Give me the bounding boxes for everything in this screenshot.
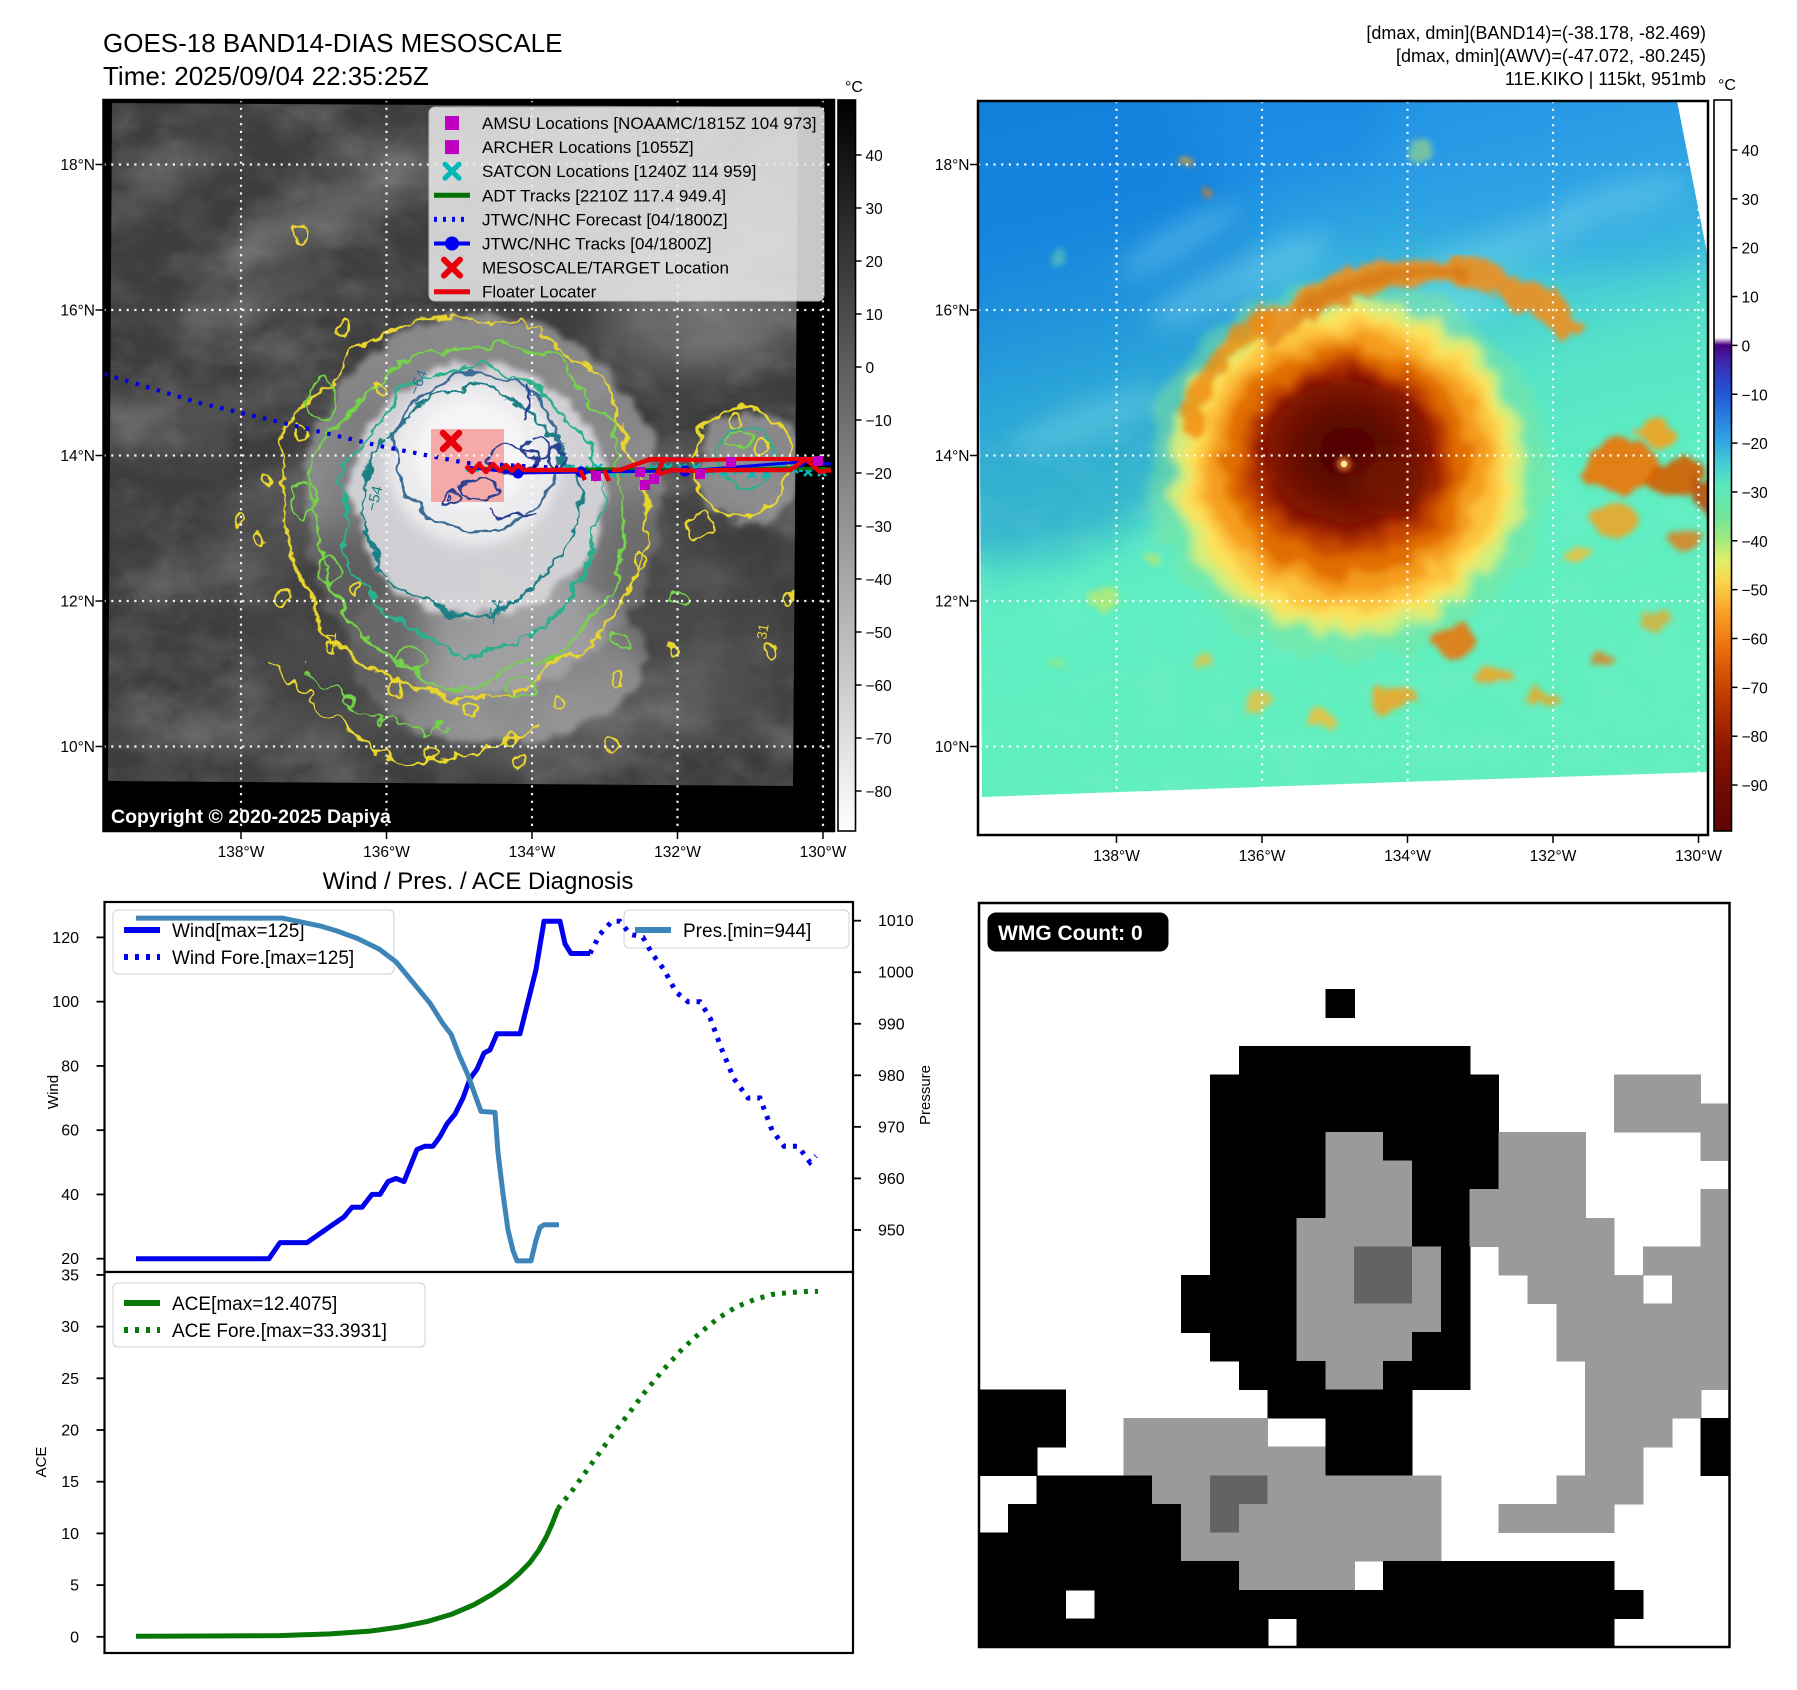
svg-text:ACE[max=12.4075]: ACE[max=12.4075] [172, 1294, 337, 1315]
svg-text:−40: −40 [1742, 534, 1769, 551]
svg-text:−70: −70 [866, 731, 893, 748]
svg-text:Wind / Pres. / ACE Diagnosis: Wind / Pres. / ACE Diagnosis [323, 868, 634, 895]
svg-text:14°N: 14°N [60, 448, 95, 465]
svg-text:14°N: 14°N [935, 448, 970, 465]
svg-text:950: 950 [878, 1222, 905, 1239]
svg-text:5: 5 [70, 1578, 79, 1595]
svg-text:MESOSCALE/TARGET Location: MESOSCALE/TARGET Location [482, 259, 729, 278]
svg-text:[dmax, dmin](BAND14)=(-38.178,: [dmax, dmin](BAND14)=(-38.178, -82.469) [1366, 23, 1706, 43]
svg-text:0: 0 [1742, 338, 1751, 355]
svg-text:AMSU Locations [NOAAMC/1815Z 1: AMSU Locations [NOAAMC/1815Z 104 973] [482, 114, 817, 133]
svg-text:WMG Count: 0: WMG Count: 0 [998, 922, 1143, 945]
svg-text:130°W: 130°W [800, 844, 847, 861]
svg-text:20: 20 [61, 1251, 79, 1268]
svg-text:10: 10 [61, 1526, 79, 1543]
svg-text:60: 60 [61, 1123, 79, 1140]
svg-text:ACE: ACE [33, 1447, 50, 1478]
svg-text:JTWC/NHC Tracks [04/1800Z]: JTWC/NHC Tracks [04/1800Z] [482, 235, 712, 254]
svg-text:−70: −70 [1742, 680, 1769, 697]
svg-text:1000: 1000 [878, 965, 914, 982]
svg-text:138°W: 138°W [1093, 848, 1140, 865]
svg-text:20: 20 [866, 254, 884, 271]
svg-text:−50: −50 [1742, 583, 1769, 600]
svg-text:960: 960 [878, 1171, 905, 1188]
svg-text:16°N: 16°N [60, 303, 95, 320]
svg-text:31: 31 [322, 631, 339, 648]
svg-text:12°N: 12°N [935, 594, 970, 611]
svg-text:980: 980 [878, 1068, 905, 1085]
svg-text:40: 40 [61, 1187, 79, 1204]
svg-text:10°N: 10°N [935, 739, 970, 756]
svg-text:134°W: 134°W [509, 844, 556, 861]
svg-text:Floater Locater: Floater Locater [482, 283, 597, 302]
svg-text:31: 31 [753, 622, 771, 640]
svg-text:Copyright © 2020-2025 Dapiya: Copyright © 2020-2025 Dapiya [111, 806, 391, 828]
svg-text:30: 30 [866, 201, 884, 218]
svg-text:−54: −54 [485, 598, 506, 626]
svg-text:−20: −20 [866, 466, 893, 483]
svg-text:ARCHER Locations [1055Z]: ARCHER Locations [1055Z] [482, 138, 694, 157]
svg-text:JTWC/NHC Forecast [04/1800Z]: JTWC/NHC Forecast [04/1800Z] [482, 210, 728, 229]
svg-text:10: 10 [1742, 290, 1760, 307]
svg-text:−90: −90 [1742, 778, 1769, 795]
svg-text:100: 100 [52, 994, 79, 1011]
svg-text:−80: −80 [866, 784, 893, 801]
svg-text:16°N: 16°N [935, 303, 970, 320]
svg-text:80: 80 [61, 1058, 79, 1075]
svg-text:°C: °C [845, 79, 863, 96]
svg-text:−54: −54 [363, 484, 386, 513]
svg-text:120: 120 [52, 930, 79, 947]
svg-text:136°W: 136°W [1239, 848, 1286, 865]
svg-text:−30: −30 [866, 519, 893, 536]
svg-text:GOES-18 BAND14-DIAS MESOSCALE: GOES-18 BAND14-DIAS MESOSCALE [103, 28, 562, 58]
svg-text:11E.KIKO | 115kt, 951mb: 11E.KIKO | 115kt, 951mb [1505, 69, 1706, 89]
svg-text:Wind Fore.[max=125]: Wind Fore.[max=125] [172, 948, 354, 969]
svg-text:18°N: 18°N [60, 157, 95, 174]
svg-text:Pres.[min=944]: Pres.[min=944] [683, 921, 811, 942]
svg-text:ADT Tracks [2210Z 117.4 949.4]: ADT Tracks [2210Z 117.4 949.4] [482, 186, 726, 205]
svg-text:Pressure: Pressure [917, 1065, 934, 1125]
svg-text:20: 20 [1742, 241, 1760, 258]
svg-text:−60: −60 [866, 678, 893, 695]
svg-text:990: 990 [878, 1016, 905, 1033]
svg-text:SATCON Locations [1240Z 114 95: SATCON Locations [1240Z 114 959] [482, 162, 756, 181]
svg-text:0: 0 [70, 1629, 79, 1646]
svg-text:20: 20 [61, 1423, 79, 1440]
svg-text:18°N: 18°N [935, 157, 970, 174]
svg-text:30: 30 [1742, 192, 1760, 209]
svg-text:°C: °C [1718, 77, 1736, 94]
svg-text:−10: −10 [1742, 387, 1769, 404]
svg-text:ACE Fore.[max=33.3931]: ACE Fore.[max=33.3931] [172, 1321, 387, 1342]
svg-text:12°N: 12°N [60, 594, 95, 611]
svg-text:0: 0 [866, 360, 875, 377]
svg-text:Time: 2025/09/04 22:35:25Z: Time: 2025/09/04 22:35:25Z [103, 61, 429, 91]
svg-text:136°W: 136°W [363, 844, 410, 861]
svg-text:−80: −80 [1742, 729, 1769, 746]
svg-text:−60: −60 [1742, 632, 1769, 649]
svg-text:1010: 1010 [878, 913, 914, 930]
svg-text:−10: −10 [866, 413, 893, 430]
svg-text:134°W: 134°W [1384, 848, 1431, 865]
svg-text:−50: −50 [866, 625, 893, 642]
svg-text:10: 10 [866, 307, 884, 324]
svg-text:130°W: 130°W [1675, 848, 1722, 865]
svg-text:Wind[max=125]: Wind[max=125] [172, 921, 305, 942]
svg-text:970: 970 [878, 1119, 905, 1136]
svg-text:132°W: 132°W [1530, 848, 1577, 865]
svg-text:Wind: Wind [45, 1075, 62, 1109]
svg-text:30: 30 [61, 1319, 79, 1336]
svg-text:[dmax, dmin](AWV)=(-47.072, -8: [dmax, dmin](AWV)=(-47.072, -80.245) [1396, 46, 1706, 66]
svg-text:25: 25 [61, 1371, 79, 1388]
svg-text:−30: −30 [1742, 485, 1769, 502]
svg-text:40: 40 [1742, 143, 1760, 160]
svg-text:138°W: 138°W [218, 844, 265, 861]
svg-text:10°N: 10°N [60, 739, 95, 756]
svg-text:−40: −40 [866, 572, 893, 589]
svg-text:35: 35 [61, 1267, 79, 1284]
svg-text:15: 15 [61, 1474, 79, 1491]
svg-text:−20: −20 [1742, 436, 1769, 453]
svg-text:40: 40 [866, 148, 884, 165]
svg-text:132°W: 132°W [654, 844, 701, 861]
